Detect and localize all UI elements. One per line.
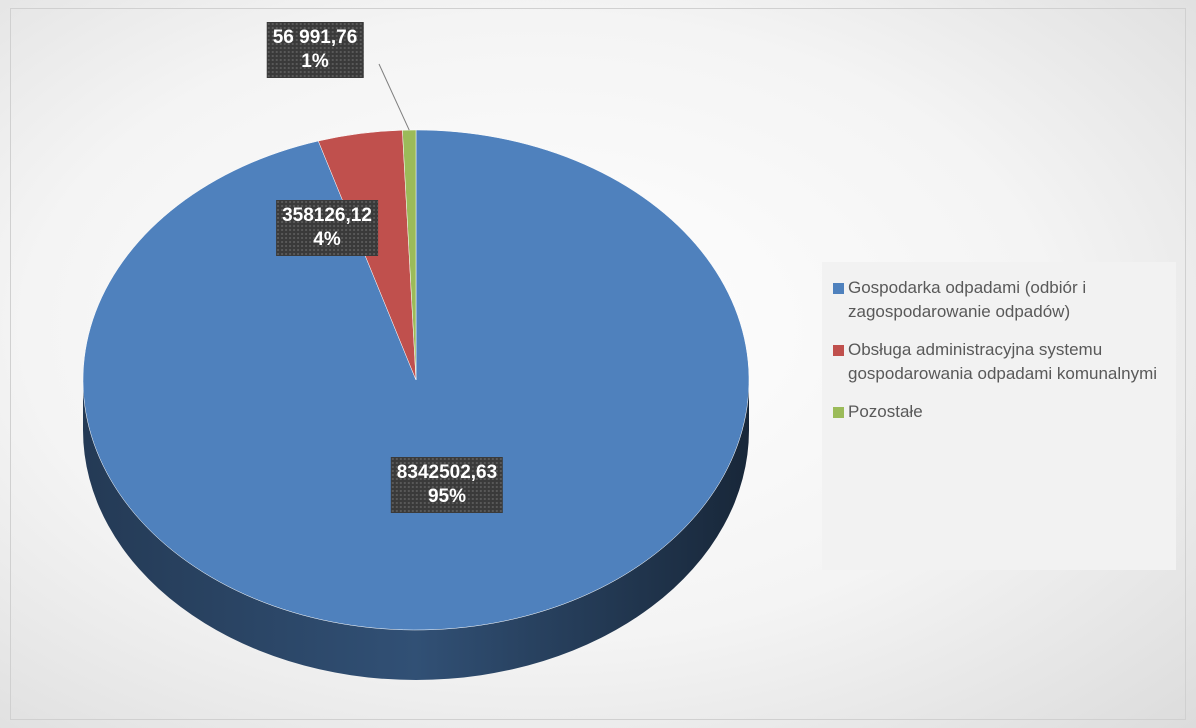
- percent-label: 1%: [301, 51, 329, 72]
- legend-item: Pozostałe: [833, 400, 1166, 424]
- percent-label: 95%: [427, 486, 467, 507]
- leader-line: [378, 63, 410, 131]
- chart-frame: [10, 8, 1186, 720]
- value-label: 358126,12: [282, 205, 372, 226]
- legend-swatch: [833, 345, 844, 356]
- data-label: 358126,12 4%: [276, 200, 378, 256]
- legend-swatch: [833, 407, 844, 418]
- slice: [402, 129, 417, 381]
- legend-label: Obsługa administracyjna systemu gospodar…: [848, 340, 1158, 383]
- legend: Gospodarka odpadami (odbiór i zagospodar…: [822, 262, 1176, 570]
- legend-item: Gospodarka odpadami (odbiór i zagospodar…: [833, 276, 1166, 324]
- data-label: 8342502,63 95%: [390, 457, 504, 513]
- slice-side: [83, 380, 749, 680]
- legend-label: Pozostałe: [848, 402, 923, 421]
- value-label: 8342502,63: [396, 462, 498, 483]
- legend-item: Obsługa administracyjna systemu gospodar…: [833, 338, 1166, 386]
- value-label: 56 991,76: [272, 27, 358, 48]
- percent-label: 4%: [313, 229, 341, 250]
- data-label: 56 991,76 1%: [266, 22, 364, 78]
- legend-label: Gospodarka odpadami (odbiór i zagospodar…: [848, 278, 1087, 321]
- legend-swatch: [833, 283, 844, 294]
